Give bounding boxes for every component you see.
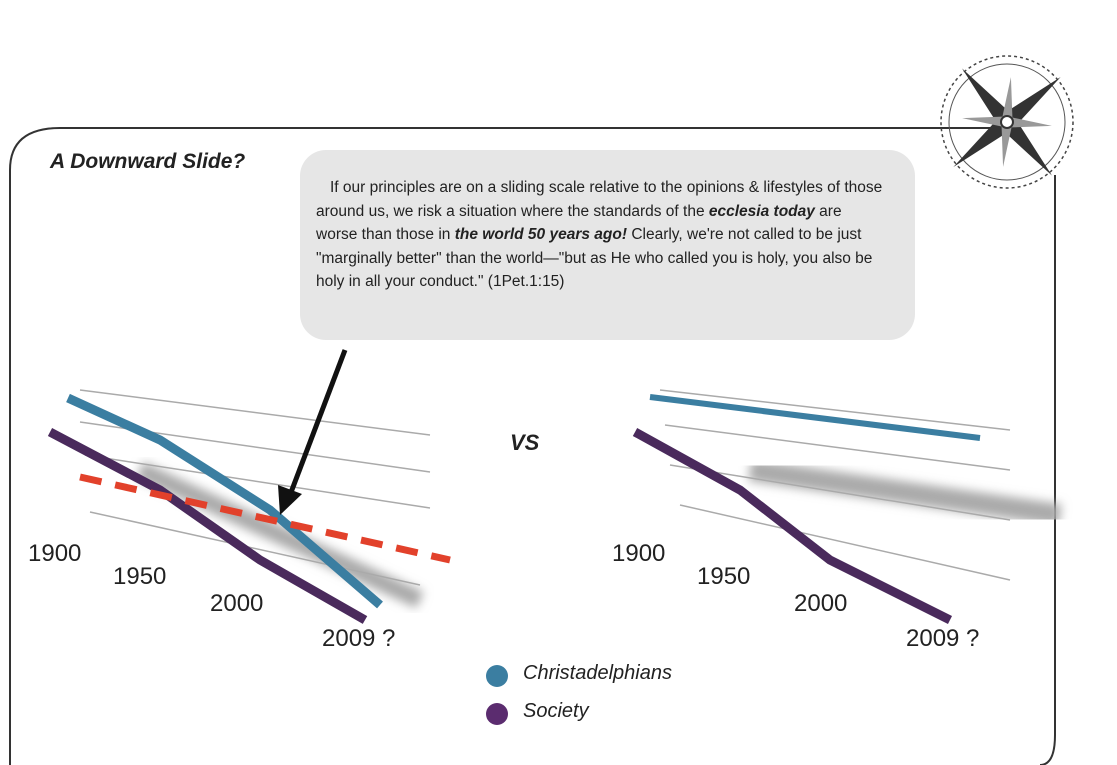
- arrow-head: [278, 485, 302, 515]
- callout-text: If our principles are on a sliding scale…: [316, 179, 883, 220]
- year-label: 2009 ?: [906, 625, 980, 652]
- society-line: [632, 428, 953, 625]
- shadow: [748, 459, 1062, 526]
- shadow: [136, 461, 424, 609]
- legend-dot: [486, 665, 508, 687]
- compass: [940, 55, 1074, 189]
- callout: If our principles are on a sliding scale…: [300, 150, 915, 340]
- legend-dot: [486, 703, 508, 725]
- year-label: 2000: [794, 590, 848, 617]
- versus: VS: [510, 430, 540, 455]
- society-line: [47, 428, 368, 624]
- year-label: 2009 ?: [322, 625, 396, 652]
- title: A Downward Slide?: [50, 150, 246, 173]
- legend-label: Society: [523, 700, 589, 722]
- christadelphian-line: [66, 393, 383, 609]
- legend-label: Christadelphians: [523, 662, 672, 684]
- callout-emphasis: the world 50 years ago!: [454, 226, 628, 243]
- year-label: 1950: [697, 563, 751, 590]
- year-label: 1900: [612, 540, 666, 567]
- year-label: 1900: [28, 540, 82, 567]
- year-label: 1950: [113, 563, 167, 590]
- dashed-line: [79, 473, 451, 564]
- callout-text: are worse than those in: [316, 202, 842, 244]
- arrow: [287, 349, 348, 496]
- christadelphian-line: [649, 394, 981, 441]
- year-label: 2000: [210, 590, 264, 617]
- callout-text: Clearly, we're not called to be just "ma…: [316, 226, 873, 290]
- callout-emphasis: ecclesia today: [708, 202, 815, 220]
